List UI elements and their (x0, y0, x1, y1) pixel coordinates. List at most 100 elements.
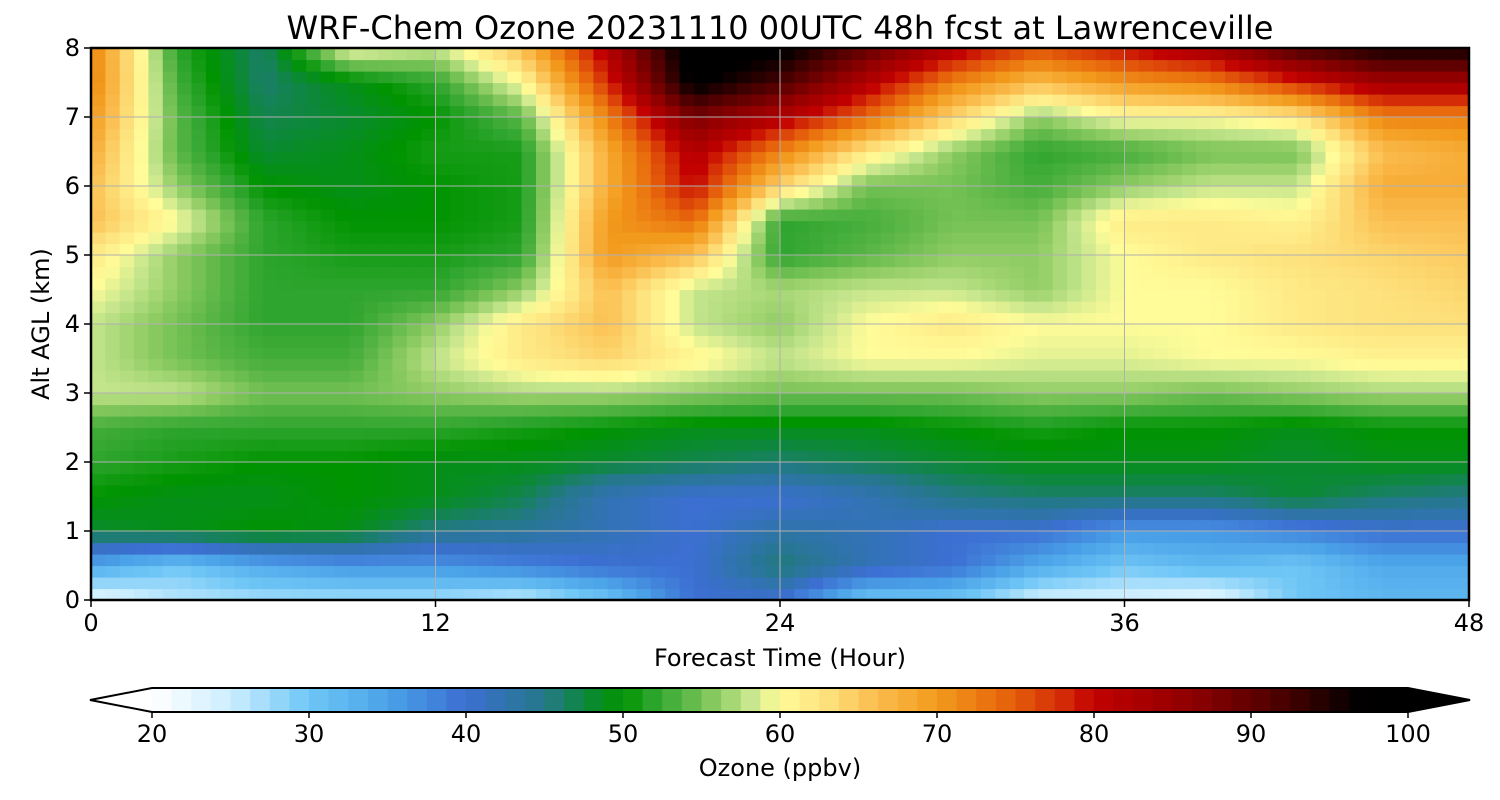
heatmap-cell (579, 347, 594, 360)
heatmap-cell (1210, 370, 1226, 383)
heatmap-cell (593, 508, 609, 521)
heatmap-cell (277, 577, 293, 590)
heatmap-cell (1239, 71, 1255, 84)
heatmap-cell (636, 404, 652, 417)
heatmap-cell (1024, 174, 1039, 187)
heatmap-cell (1282, 416, 1298, 429)
heatmap-cell (650, 151, 666, 164)
heatmap-cell (1339, 565, 1355, 578)
heatmap-cell (421, 404, 437, 417)
heatmap-cell (679, 163, 695, 176)
heatmap-cell (1382, 128, 1398, 141)
heatmap-cell (736, 347, 752, 360)
heatmap-cell (105, 289, 121, 302)
heatmap-cell (1067, 151, 1083, 164)
heatmap-cell (1253, 542, 1269, 555)
heatmap-cell (851, 71, 867, 84)
heatmap-cell (507, 450, 523, 463)
heatmap-cell (1167, 232, 1183, 245)
heatmap-cell (1325, 209, 1341, 222)
colorbar-segment (309, 688, 330, 712)
heatmap-cell (1196, 347, 1212, 360)
heatmap-cell (277, 324, 293, 337)
heatmap-cell (665, 542, 681, 555)
heatmap-cell (91, 94, 106, 107)
heatmap-cell (378, 71, 394, 84)
heatmap-cell (1425, 186, 1441, 199)
heatmap-cell (1153, 439, 1169, 452)
heatmap-cell (1397, 439, 1413, 452)
heatmap-cell (1268, 186, 1283, 199)
heatmap-cell (507, 588, 523, 600)
heatmap-cell (1296, 117, 1312, 130)
heatmap-cell (105, 404, 121, 417)
heatmap-cell (162, 220, 178, 233)
heatmap-cell (1382, 255, 1398, 268)
heatmap-cell (1368, 312, 1384, 325)
heatmap-cell (1454, 278, 1469, 291)
heatmap-cell (736, 278, 752, 291)
heatmap-cell (1196, 128, 1212, 141)
heatmap-cell (1009, 186, 1025, 199)
heatmap-cell (449, 565, 465, 578)
heatmap-cell (521, 370, 537, 383)
heatmap-cell (780, 554, 795, 567)
heatmap-cell (1454, 186, 1469, 199)
heatmap-cell (177, 59, 193, 72)
heatmap-cell (105, 117, 121, 130)
heatmap-cell (1181, 542, 1197, 555)
heatmap-cell (464, 163, 480, 176)
heatmap-cell (378, 140, 394, 153)
heatmap-cell (435, 301, 451, 314)
heatmap-cell (607, 531, 623, 544)
heatmap-cell (277, 358, 293, 371)
heatmap-cell (894, 289, 910, 302)
heatmap-cell (1067, 554, 1083, 567)
heatmap-cell (1196, 416, 1212, 429)
heatmap-cell (1138, 381, 1154, 394)
heatmap-cell (708, 151, 724, 164)
heatmap-cell (119, 163, 135, 176)
heatmap-cell (1239, 209, 1255, 222)
heatmap-cell (406, 117, 422, 130)
heatmap-cell (593, 301, 609, 314)
heatmap-cell (492, 71, 508, 84)
heatmap-cell (234, 485, 250, 498)
heatmap-cell (1095, 370, 1111, 383)
heatmap-cell (1224, 485, 1240, 498)
heatmap-cell (636, 82, 652, 95)
heatmap-cell (1009, 577, 1025, 590)
heatmap-cell (837, 485, 853, 498)
heatmap-cell (679, 427, 695, 440)
heatmap-cell (220, 577, 236, 590)
heatmap-cell (607, 128, 623, 141)
heatmap-cell (263, 519, 279, 532)
heatmap-cell (205, 531, 221, 544)
heatmap-cell (1210, 128, 1226, 141)
heatmap-cell (1239, 542, 1255, 555)
heatmap-cell (1339, 393, 1355, 406)
heatmap-cell (205, 358, 221, 371)
heatmap-cell (894, 347, 910, 360)
heatmap-cell (937, 450, 953, 463)
heatmap-cell (320, 140, 336, 153)
heatmap-cell (335, 508, 350, 521)
heatmap-cell (1282, 128, 1298, 141)
heatmap-cell (880, 163, 896, 176)
heatmap-cell (521, 381, 537, 394)
heatmap-cell (464, 462, 480, 475)
heatmap-cell (880, 450, 896, 463)
heatmap-cell (119, 370, 135, 383)
heatmap-cell (277, 94, 293, 107)
heatmap-cell (205, 588, 221, 600)
heatmap-cell (1397, 496, 1413, 509)
heatmap-cell (909, 519, 925, 532)
heatmap-cell (679, 94, 695, 107)
heatmap-cell (579, 82, 594, 95)
heatmap-cell (909, 59, 925, 72)
heatmap-cell (579, 358, 594, 371)
heatmap-cell (234, 496, 250, 509)
heatmap-cell (1110, 163, 1126, 176)
heatmap-cell (1368, 117, 1384, 130)
heatmap-cell (320, 312, 336, 325)
